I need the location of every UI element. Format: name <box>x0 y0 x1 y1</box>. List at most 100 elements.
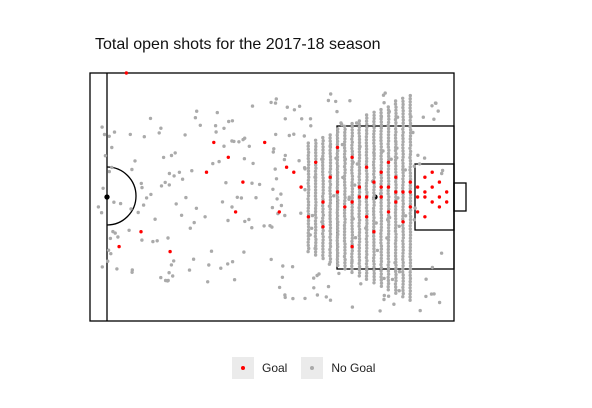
no-goal-point <box>408 143 413 147</box>
no-goal-point <box>321 163 325 168</box>
no-goal-point <box>115 267 119 271</box>
no-goal-point <box>353 236 358 240</box>
no-goal-point <box>127 228 131 232</box>
no-goal-point <box>350 177 355 182</box>
no-goal-point <box>335 142 340 147</box>
no-goal-point <box>348 99 352 103</box>
no-goal-point <box>408 217 413 222</box>
no-goal-point <box>421 115 425 119</box>
no-goal-point <box>394 276 398 280</box>
no-goal-point <box>306 144 310 148</box>
goal-point <box>321 225 325 229</box>
no-goal-point <box>171 274 175 278</box>
no-goal-point <box>386 226 391 230</box>
no-goal-point <box>382 297 386 302</box>
goal-point <box>350 244 354 249</box>
no-goal-point <box>313 175 317 179</box>
no-goal-point <box>372 144 376 149</box>
no-goal-point <box>273 101 278 105</box>
no-goal-point <box>401 257 405 262</box>
no-goal-point <box>379 114 384 119</box>
no-goal-point <box>313 194 318 198</box>
no-goal-point <box>307 187 311 192</box>
goal-point <box>386 185 391 189</box>
no-goal-point <box>213 124 218 128</box>
no-goal-point <box>194 206 199 210</box>
no-goal-point <box>364 206 369 210</box>
no-goal-point <box>394 291 398 295</box>
no-goal-point <box>408 214 413 219</box>
no-goal-point <box>321 151 325 155</box>
no-goal-point <box>408 245 412 250</box>
no-goal-point <box>310 213 315 218</box>
no-goal-point <box>102 132 107 137</box>
no-goal-point <box>303 296 307 301</box>
no-goal-point <box>321 166 325 171</box>
no-goal-point <box>357 171 362 176</box>
no-goal-point <box>350 227 354 231</box>
no-goal-point <box>364 187 369 192</box>
no-goal-point <box>386 285 390 289</box>
no-goal-point <box>408 103 412 107</box>
no-goal-point <box>100 125 104 129</box>
no-goal-point <box>357 252 361 256</box>
no-goal-point <box>314 240 318 245</box>
no-goal-point <box>387 179 391 183</box>
goal-point <box>401 220 405 224</box>
no-goal-point <box>269 257 273 262</box>
no-goal-point <box>372 154 376 158</box>
no-goal-point <box>379 129 383 133</box>
no-goal-point <box>328 238 333 242</box>
no-goal-point <box>387 201 391 205</box>
no-goal-point <box>342 239 347 243</box>
no-goal-point <box>386 173 391 177</box>
no-goal-point <box>321 247 325 251</box>
no-goal-point <box>306 156 310 161</box>
no-goal-point <box>321 238 325 242</box>
no-goal-point <box>386 294 391 298</box>
no-goal-point <box>336 170 340 175</box>
no-goal-point <box>401 180 405 184</box>
no-goal-point <box>365 240 369 244</box>
no-goal-point <box>155 239 159 243</box>
goal-point <box>423 215 427 219</box>
no-goal-point <box>364 262 369 266</box>
no-goal-point <box>408 97 412 101</box>
no-goal-point <box>386 266 391 270</box>
no-goal-point <box>357 230 362 235</box>
no-goal-point <box>313 191 318 195</box>
no-goal-point <box>393 269 398 274</box>
no-goal-point <box>386 198 391 202</box>
no-goal-point <box>219 266 223 270</box>
no-goal-point <box>386 170 390 174</box>
goal-point <box>277 210 281 214</box>
no-goal-point <box>163 180 167 185</box>
no-goal-point <box>328 254 332 258</box>
no-goal-point <box>328 198 333 202</box>
no-goal-point <box>357 243 361 247</box>
no-goal-point <box>274 132 278 137</box>
no-goal-point <box>372 116 376 121</box>
no-goal-point <box>275 197 279 201</box>
no-goal-point <box>324 295 328 299</box>
no-goal-point <box>408 159 413 163</box>
no-goal-point <box>314 203 318 208</box>
no-goal-point <box>335 214 340 218</box>
no-goal-point <box>408 146 412 150</box>
no-goal-point <box>408 106 412 110</box>
no-goal-point <box>357 218 362 222</box>
no-goal-point <box>306 197 310 201</box>
no-goal-point <box>335 242 340 246</box>
no-goal-point <box>389 157 393 161</box>
no-goal-point <box>357 181 361 185</box>
no-goal-point <box>328 251 332 255</box>
no-goal-point <box>408 252 412 256</box>
no-goal-point <box>393 254 398 258</box>
no-goal-point <box>226 262 230 266</box>
no-goal-point <box>306 237 311 241</box>
no-goal-point <box>335 180 340 184</box>
no-goal-point <box>401 115 405 119</box>
no-goal-point <box>303 188 307 192</box>
no-goal-point <box>386 136 391 140</box>
no-goal-point <box>328 298 333 302</box>
